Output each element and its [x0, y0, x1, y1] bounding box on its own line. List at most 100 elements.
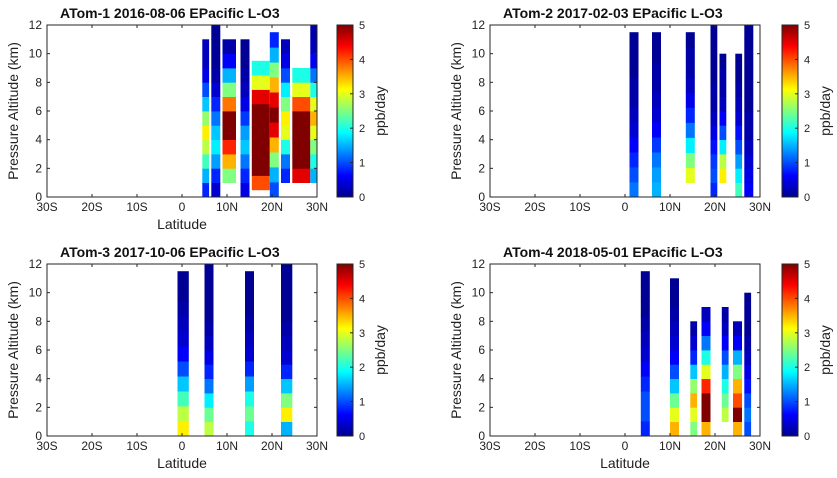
profile-7	[744, 25, 754, 198]
data-cell	[269, 92, 279, 108]
data-cell	[710, 82, 718, 97]
colorbar-label: ppb/day	[372, 325, 388, 375]
data-cell	[292, 68, 311, 83]
data-cell	[721, 393, 729, 408]
data-cell	[744, 125, 754, 140]
chart-title: ATom-1 2016-08-06 EPacific L-O3	[60, 5, 280, 21]
data-cell	[744, 53, 754, 69]
data-cell	[292, 139, 311, 155]
profile-5	[721, 307, 729, 422]
data-cell	[240, 96, 250, 112]
data-cell	[640, 391, 650, 407]
data-cell	[652, 77, 661, 93]
colorbar-tick-label: 2	[359, 123, 365, 135]
x-tick-label: 10N	[659, 439, 681, 453]
data-cell	[269, 152, 279, 168]
data-cell	[701, 407, 711, 422]
data-cell	[204, 378, 214, 394]
data-cell	[211, 182, 221, 198]
colorbar-tick-label: 3	[804, 89, 810, 101]
data-cell	[269, 62, 279, 78]
data-cell	[719, 53, 727, 69]
data-cell	[690, 335, 698, 351]
data-cell	[177, 331, 189, 347]
data-cell	[701, 335, 711, 351]
y-tick-label: 0	[35, 190, 42, 204]
data-cell	[281, 53, 290, 69]
data-cell	[177, 421, 189, 437]
colorbar	[336, 24, 354, 198]
data-cell	[251, 161, 270, 176]
data-cell	[640, 271, 650, 287]
x-tick-label: 0	[622, 439, 629, 453]
data-cell	[685, 32, 695, 48]
data-cell	[701, 321, 711, 336]
data-cell	[629, 92, 639, 108]
data-cell	[670, 407, 679, 422]
data-cell	[222, 154, 236, 169]
data-cell	[710, 125, 718, 140]
data-cell	[310, 96, 318, 112]
profile-1	[177, 271, 189, 437]
data-cell	[652, 182, 661, 198]
x-tick-label: 10S	[126, 439, 147, 453]
x-tick-label: 30N	[749, 200, 771, 214]
data-cell	[721, 307, 729, 322]
y-tick-label: 10	[29, 286, 43, 300]
data-cell	[177, 346, 189, 362]
data-cell	[652, 107, 661, 123]
data-cell	[281, 307, 293, 322]
data-cell	[640, 301, 650, 317]
y-tick-label: 2	[35, 161, 42, 175]
x-tick-label: 0	[622, 200, 629, 214]
data-cell	[744, 393, 752, 408]
data-cell	[733, 393, 742, 408]
data-cell	[721, 407, 729, 422]
colorbar-tick-label: 1	[804, 158, 810, 170]
colorbar-tick-label: 5	[804, 259, 810, 271]
data-cell	[685, 122, 695, 138]
data-cell	[719, 139, 727, 155]
data-cell	[211, 53, 221, 69]
data-cell	[710, 168, 718, 183]
y-tick-label: 4	[35, 372, 42, 386]
data-cell	[177, 301, 189, 317]
data-cell	[310, 139, 318, 155]
x-tick-label: 10S	[569, 200, 590, 214]
data-cell	[204, 264, 214, 279]
data-cell	[211, 82, 221, 97]
data-cell	[685, 92, 695, 108]
data-cell	[222, 111, 236, 126]
data-cell	[281, 111, 290, 126]
profile-2	[670, 278, 679, 437]
data-cell	[281, 139, 290, 155]
colorbar-tick-label: 0	[359, 192, 365, 204]
data-cell	[652, 47, 661, 63]
colorbar	[336, 263, 354, 437]
data-cell	[744, 407, 752, 422]
chart-title: ATom-2 2017-02-03 EPacific L-O3	[503, 5, 723, 21]
data-cell	[629, 32, 639, 48]
data-cell	[721, 378, 729, 394]
profile-5	[251, 60, 270, 191]
data-cell	[251, 175, 270, 191]
data-cell	[245, 361, 254, 377]
data-cell	[744, 139, 754, 155]
colorbar-label: ppb/day	[817, 325, 833, 375]
data-cell	[204, 350, 214, 365]
data-cell	[721, 335, 729, 351]
profile-9	[310, 25, 318, 183]
data-cell	[281, 407, 293, 422]
data-cell	[719, 68, 727, 83]
data-cell	[177, 271, 189, 287]
data-cell	[640, 361, 650, 377]
x-tick-label: 30S	[479, 200, 500, 214]
data-cell	[670, 307, 679, 322]
data-cell	[281, 292, 293, 308]
data-cell	[652, 32, 661, 48]
profile-1	[202, 39, 210, 198]
data-cell	[640, 421, 650, 437]
colorbar-tick-label: 3	[359, 328, 365, 340]
data-cell	[202, 82, 210, 97]
y-tick-label: 6	[478, 104, 485, 118]
